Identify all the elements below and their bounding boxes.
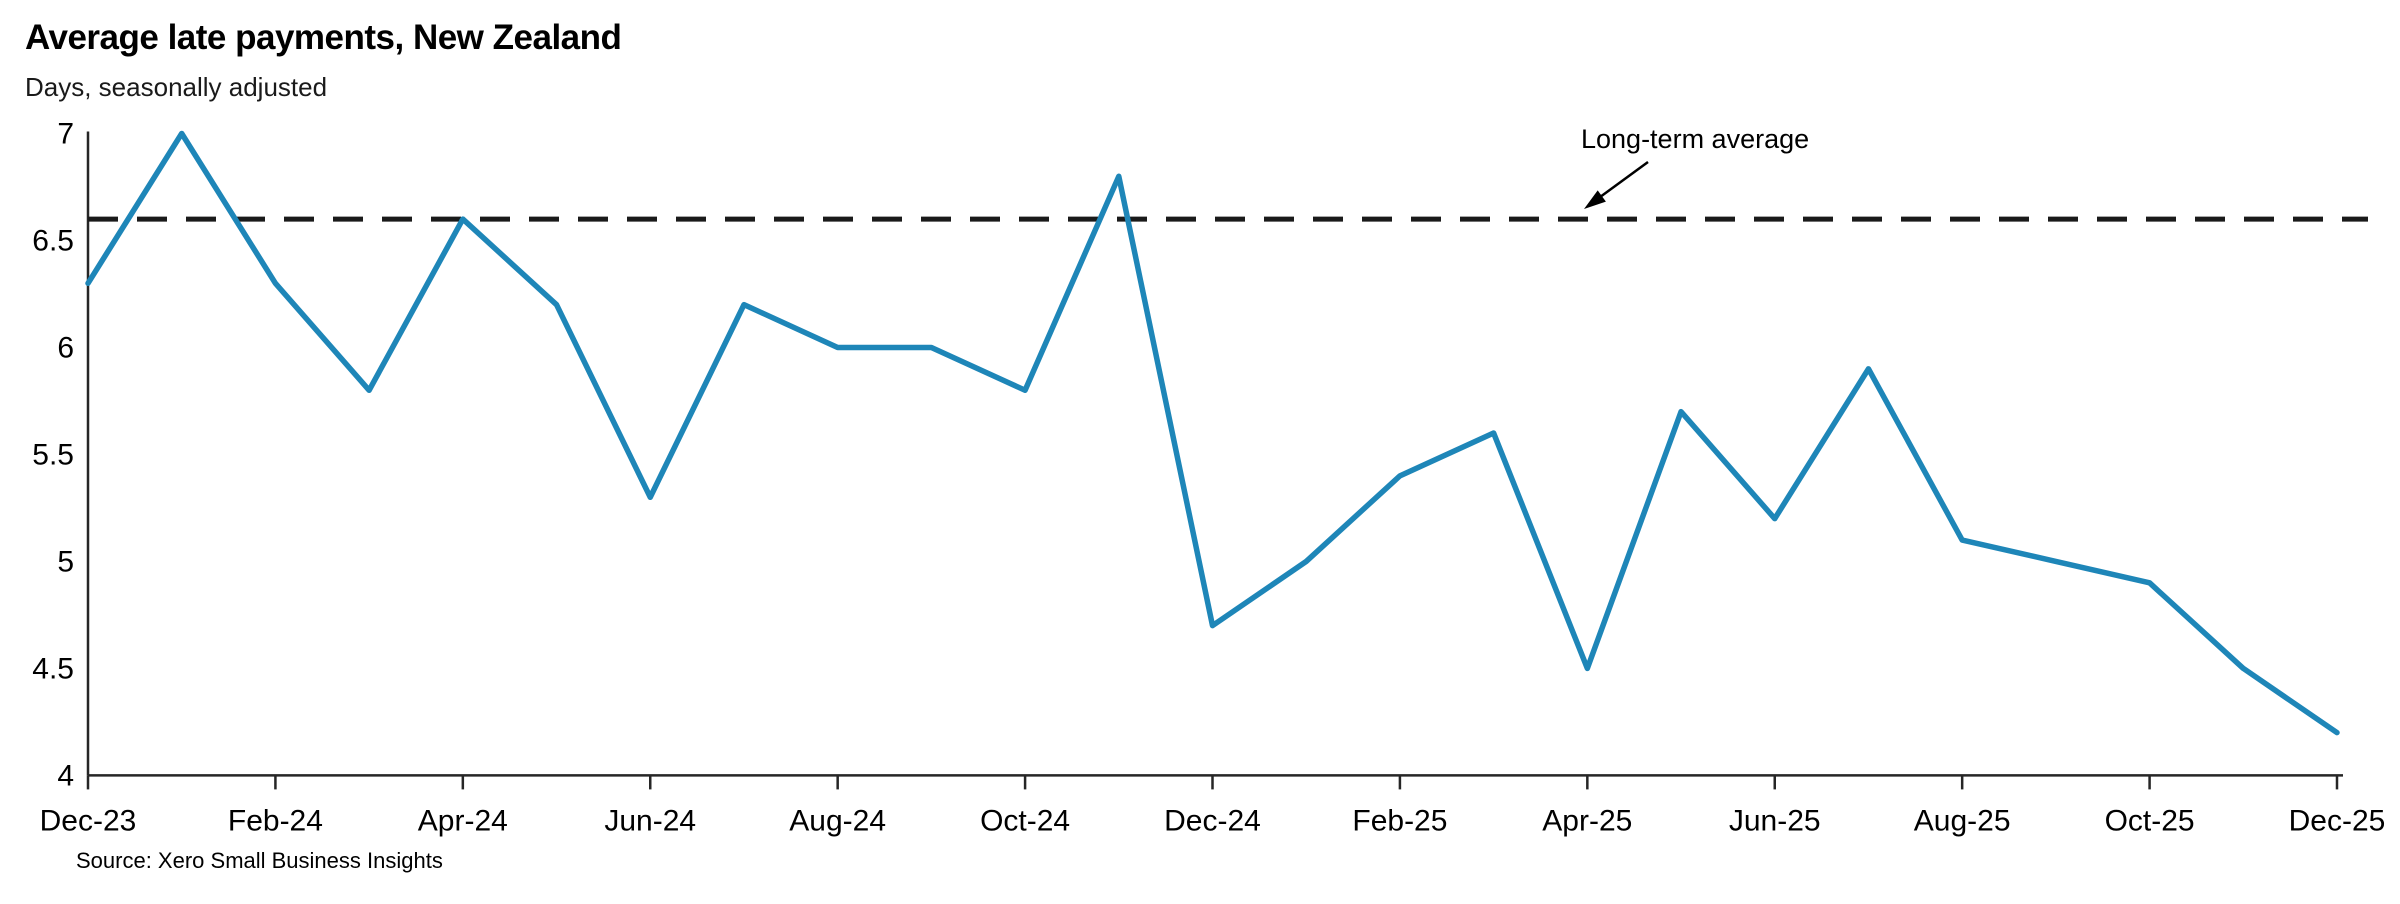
x-axis-label: Aug-25 [1914,804,2011,837]
x-axis-label: Jun-25 [1729,804,1821,837]
x-axis-label: Jun-24 [604,804,696,837]
y-axis-label: 4.5 [32,652,74,685]
y-axis-label: 6 [57,331,74,364]
source-note: Source: Xero Small Business Insights [76,848,443,873]
x-axis-label: Dec-23 [40,804,137,837]
chart-title: Average late payments, New Zealand [25,18,622,57]
x-axis-label: Feb-25 [1352,804,1447,837]
reference-line-label: Long-term average [1581,124,1810,154]
y-axis-label: 5 [57,545,74,578]
x-axis-label: Oct-25 [2105,804,2195,837]
x-axis-label: Apr-24 [418,804,508,837]
x-axis-label: Dec-25 [2289,804,2386,837]
y-axis-label: 6.5 [32,224,74,257]
y-axis-label: 7 [57,118,74,151]
x-axis-label: Dec-24 [1164,804,1261,837]
annotation-arrow-shaft [1595,160,1649,202]
x-axis-label: Apr-25 [1542,804,1632,837]
annotation-arrow-head [1584,190,1606,209]
x-axis-label: Oct-24 [980,804,1070,837]
y-axis-label: 5.5 [32,438,74,471]
data-line-series [85,130,2340,736]
chart-subtitle: Days, seasonally adjusted [25,72,328,102]
y-axis-label: 4 [57,759,74,792]
x-axis-label: Aug-24 [789,804,886,837]
x-axis-label: Feb-24 [228,804,323,837]
